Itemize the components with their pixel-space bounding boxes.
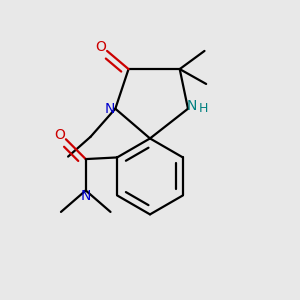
Text: O: O (55, 128, 65, 142)
Text: O: O (96, 40, 106, 54)
Text: N: N (187, 99, 197, 113)
Text: N: N (104, 102, 115, 116)
Text: H: H (199, 102, 208, 115)
Text: N: N (80, 189, 91, 203)
